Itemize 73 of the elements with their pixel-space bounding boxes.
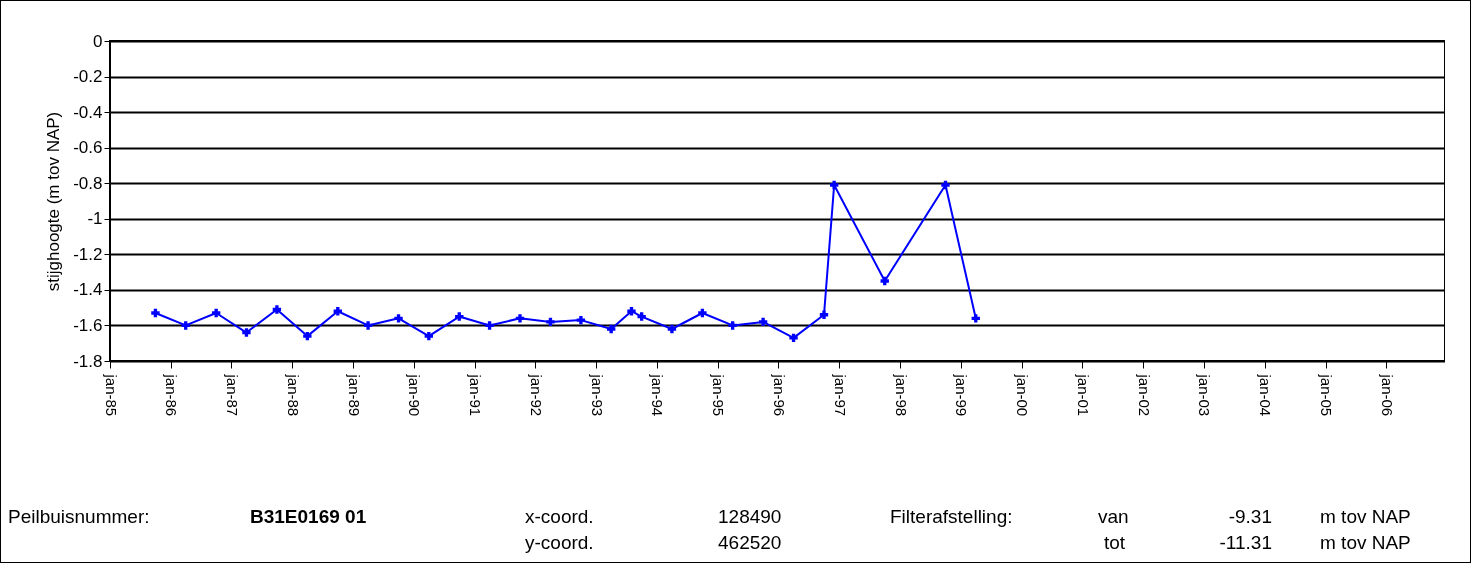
x-tick-label: jan-95: [710, 373, 728, 417]
point: [607, 324, 616, 334]
point: [880, 276, 889, 286]
x-tick-label: jan-01: [1074, 373, 1092, 417]
y-tick-label: -0.8: [73, 173, 103, 193]
y-tick-label: -1: [87, 209, 103, 229]
point: [394, 314, 403, 323]
point: [272, 305, 282, 314]
x-tick-label: jan-04: [1257, 373, 1275, 417]
y-tick-label: -1.4: [73, 280, 103, 300]
point: [242, 328, 251, 337]
point: [485, 321, 494, 330]
y-tick-label: -0.6: [73, 138, 103, 158]
x-tick-label: jan-92: [527, 373, 545, 417]
point: [363, 321, 373, 330]
text: 462520: [718, 532, 782, 554]
x-tick-label: jan-91: [467, 373, 485, 417]
y-axis-title: stijghoogte (m tov NAP): [44, 111, 64, 292]
x-tick-label: jan-96: [770, 373, 788, 417]
point: [971, 314, 980, 323]
point: [728, 321, 737, 330]
point: [424, 331, 433, 341]
point: [181, 321, 190, 330]
text: Filterafstelling:: [890, 506, 1013, 528]
text: m tov NAP: [1320, 532, 1411, 554]
text: -11.31: [1219, 532, 1272, 554]
x-tick-label: jan-02: [1135, 373, 1153, 417]
text: 128490: [718, 506, 782, 528]
text: van: [1098, 506, 1129, 528]
x-tick-label: jan-90: [406, 373, 424, 417]
point: [758, 317, 768, 327]
point: [789, 333, 798, 343]
text: Peilbuisnummer:: [8, 506, 150, 528]
x-tick-label: jan-93: [588, 373, 606, 417]
x-tick-label: jan-05: [1318, 373, 1336, 417]
y-tick-label: -0.2: [73, 67, 103, 87]
text: B31E0169 01: [250, 506, 367, 528]
text: m tov NAP: [1320, 506, 1411, 528]
text: tot: [1103, 532, 1125, 554]
y-tick-label: -1.2: [73, 244, 103, 264]
y-tick-label: -1.8: [73, 351, 103, 371]
text: y-coord.: [525, 532, 594, 554]
point: [627, 307, 636, 316]
x-tick-label: jan-89: [345, 373, 363, 417]
y-tick-label: -0.4: [73, 102, 103, 122]
text: -9.31: [1228, 506, 1272, 528]
point: [546, 317, 555, 327]
x-tick-label: jan-06: [1378, 373, 1396, 417]
x-tick-label: jan-00: [1014, 373, 1032, 417]
text: x-coord.: [525, 506, 594, 528]
x-tick-label: jan-97: [831, 373, 849, 417]
point: [455, 312, 464, 321]
point: [515, 314, 525, 323]
x-tick-label: jan-85: [102, 373, 120, 417]
point: [211, 308, 221, 318]
y-tick-label: 0: [93, 31, 103, 51]
point: [698, 308, 707, 318]
x-tick-label: jan-03: [1196, 373, 1214, 417]
point: [151, 308, 160, 318]
x-tick-label: jan-98: [892, 373, 910, 417]
point: [819, 310, 829, 319]
x-tick-label: jan-87: [223, 373, 241, 417]
point: [637, 312, 646, 321]
x-tick-label: jan-94: [649, 373, 667, 417]
x-tick-label: jan-99: [953, 373, 971, 417]
point: [829, 180, 839, 190]
x-tick-label: jan-86: [163, 373, 181, 417]
x-tick-label: jan-88: [284, 373, 302, 417]
point: [667, 324, 677, 334]
y-tick-label: -1.6: [73, 315, 103, 335]
point: [576, 315, 586, 325]
point: [941, 180, 950, 190]
point: [303, 331, 312, 341]
